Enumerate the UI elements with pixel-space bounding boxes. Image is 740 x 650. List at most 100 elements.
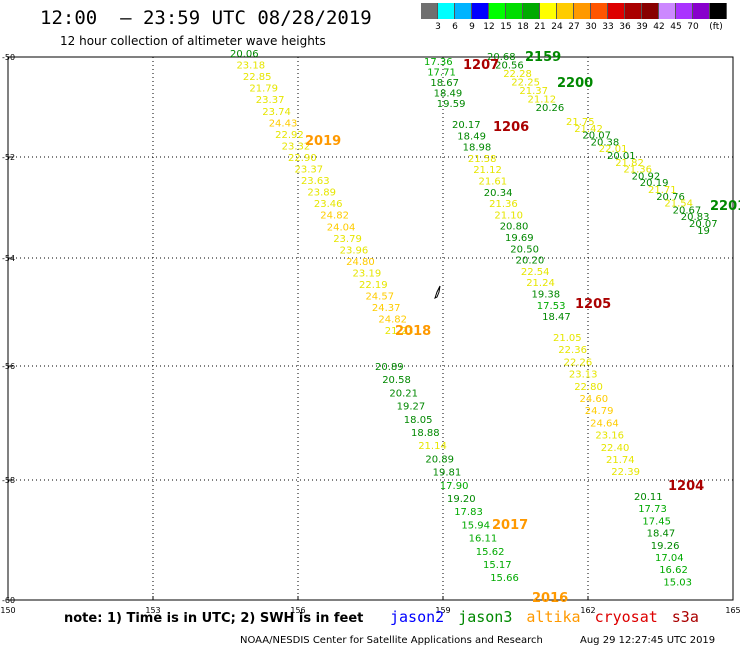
wave-height-obs: 21.12: [528, 95, 557, 106]
wave-height-obs: 20.80: [500, 222, 529, 233]
wave-height-obs: 16.62: [659, 565, 688, 576]
wave-height-obs: 20.17: [452, 120, 481, 131]
wave-height-obs: 23.13: [569, 370, 598, 381]
legend-swatch: [455, 3, 472, 19]
legend-swatch: [591, 3, 608, 19]
wave-height-obs: 24.64: [590, 418, 619, 429]
wave-height-obs: 19.26: [651, 541, 680, 552]
wave-height-obs: 20.83: [681, 212, 710, 223]
y-tick-label: -50: [2, 53, 15, 62]
wave-height-obs: 21.36: [623, 165, 652, 176]
legend-swatch: [489, 3, 506, 19]
wave-height-obs: 21.75: [566, 117, 595, 128]
wave-height-obs: 20.01: [607, 151, 636, 162]
wave-height-obs: 23.37: [256, 95, 285, 106]
wave-height-obs: 18.05: [404, 415, 433, 426]
legend-label: 3: [435, 22, 441, 32]
legend-swatch: [625, 3, 642, 19]
wave-height-obs: 24.80: [346, 257, 375, 268]
wave-height-obs: 23.63: [301, 176, 330, 187]
x-tick-label: 153: [145, 606, 160, 615]
legend-label: 15: [500, 22, 512, 32]
wave-height-obs: 17.83: [454, 507, 483, 518]
wave-height-obs: 17.36: [424, 57, 453, 68]
legend-label: 12: [483, 22, 495, 32]
legend-label: 42: [653, 22, 665, 32]
wave-height-obs: 24.57: [365, 292, 394, 303]
wave-height-obs: 24.37: [372, 303, 401, 314]
footer-credit: NOAA/NESDIS Center for Satellite Applica…: [240, 635, 543, 646]
legend-swatch: [557, 3, 574, 19]
wave-height-obs: 18.67: [430, 78, 459, 89]
y-tick-label: -56: [2, 362, 15, 371]
legend-swatch: [676, 3, 693, 19]
wave-height-obs: 15.17: [483, 560, 512, 571]
pass-label: 2017: [492, 518, 528, 533]
legend-label: 18: [517, 22, 529, 32]
wave-height-obs: 21.79: [249, 84, 278, 95]
wave-height-obs: 23.89: [307, 188, 336, 199]
wave-height-obs: 20.07: [689, 219, 718, 230]
wave-height-obs: 21.37: [519, 86, 548, 97]
pass-label: 2200: [557, 76, 593, 91]
wave-height-obs: 22.19: [359, 280, 388, 291]
y-tick-label: -54: [2, 254, 15, 263]
wave-height-obs: 17.04: [655, 553, 684, 564]
wave-height-obs: 20.26: [536, 103, 565, 114]
wave-height-obs: 20.89: [425, 454, 454, 465]
wave-height-obs: 20.21: [389, 388, 418, 399]
wave-height-obs: 21.12: [473, 165, 502, 176]
wave-height-obs: 23.96: [340, 245, 369, 256]
legend-swatch: [693, 3, 710, 19]
legend-swatch: [506, 3, 523, 19]
legend-label: 30: [585, 22, 597, 32]
pass-label: 2016: [532, 591, 568, 606]
wave-height-obs: 21.71: [648, 185, 677, 196]
pass-label: 2019: [305, 134, 341, 149]
legend-swatch: [540, 3, 557, 19]
x-tick-label: 156: [290, 606, 305, 615]
wave-height-obs: 19.59: [437, 99, 466, 110]
wave-height-obs: 19.69: [505, 233, 534, 244]
x-tick-label: 162: [580, 606, 595, 615]
wave-height-obs: 19.38: [532, 290, 561, 301]
wave-height-obs: 18.88: [411, 428, 440, 439]
satellite-legend: jason2 jason3 altika cryosat s3a: [390, 608, 713, 626]
wave-height-obs: 17.71: [427, 68, 456, 79]
legend-label: 36: [619, 22, 631, 32]
wave-height-obs: 23.79: [333, 234, 362, 245]
pass-label: 1206: [493, 120, 529, 135]
legend-label: 33: [602, 22, 614, 32]
wave-height-obs: 19: [697, 226, 710, 237]
wave-height-obs: 18.49: [434, 89, 463, 100]
wave-height-obs: 22.85: [243, 72, 272, 83]
wave-height-obs: 20.07: [582, 131, 611, 142]
legend-label: 70: [687, 22, 699, 32]
wave-height-obs: 17.45: [642, 516, 671, 527]
wave-height-obs: 22.36: [558, 345, 587, 356]
wave-height-obs: 21.54: [664, 199, 693, 210]
wave-height-obs: 24.43: [269, 118, 298, 129]
wave-height-obs: 21.61: [479, 177, 508, 188]
wave-height-obs: 21.24: [526, 278, 555, 289]
legend-swatch: [659, 3, 676, 19]
footer-timestamp: Aug 29 12:27:45 UTC 2019: [580, 635, 716, 646]
y-tick-label: -58: [2, 476, 15, 485]
wave-height-obs: 22.90: [288, 153, 317, 164]
wave-height-obs: 20.76: [656, 192, 685, 203]
wave-height-obs: 18.49: [457, 131, 486, 142]
wave-height-obs: 23.37: [295, 165, 324, 176]
pass-label: 1205: [575, 297, 611, 312]
legend-label: 24: [551, 22, 563, 32]
wave-height-obs: 24.82: [320, 211, 349, 222]
wave-height-obs: 21.58: [468, 154, 497, 165]
wave-height-obs: 17.90: [440, 481, 469, 492]
wave-height-obs: 20.38: [591, 137, 620, 148]
x-tick-label: 165: [725, 606, 740, 615]
wave-height-obs: 18.47: [542, 312, 571, 323]
wave-height-obs: 20.34: [484, 188, 513, 199]
wave-height-obs: 16.11: [469, 534, 498, 545]
legend-swatch: [523, 3, 540, 19]
wave-height-obs: 20.92: [632, 171, 661, 182]
wave-height-obs: 22.01: [599, 144, 628, 155]
